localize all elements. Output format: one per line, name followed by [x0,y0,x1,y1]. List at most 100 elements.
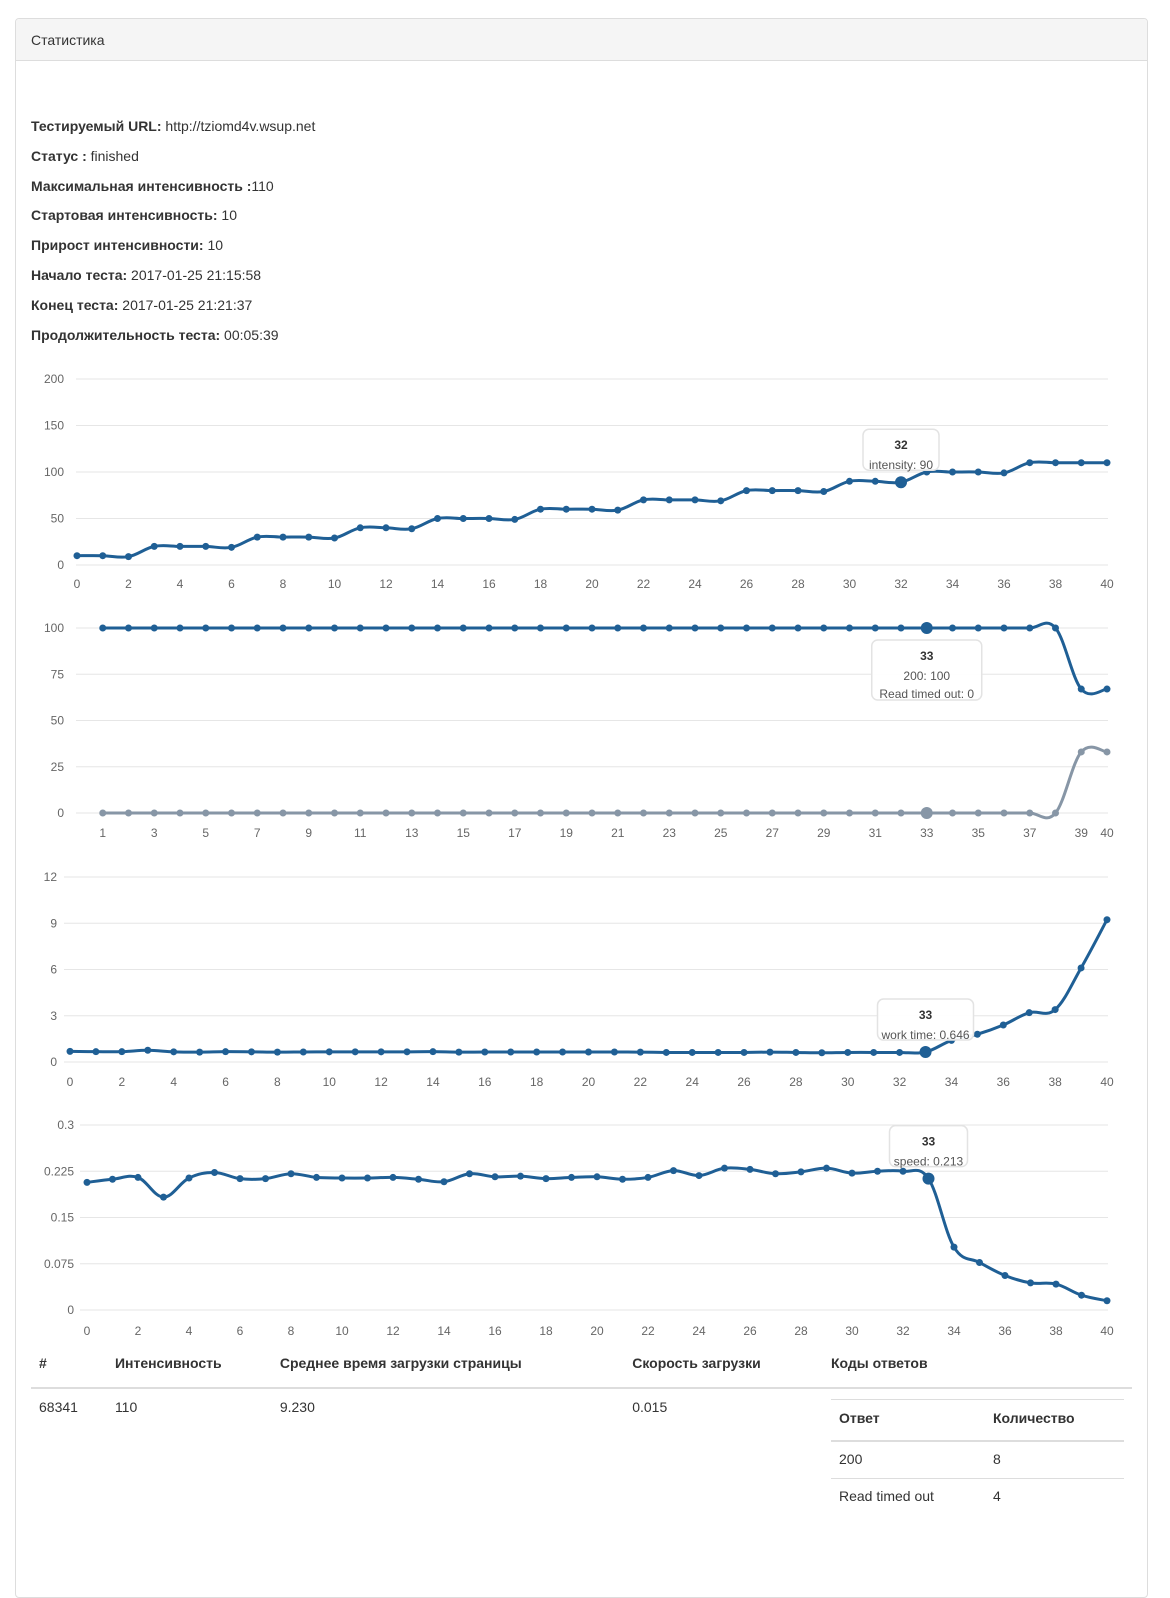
data-point [364,1174,371,1182]
data-point [279,624,287,632]
codes-header-count: Количество [985,1399,1124,1442]
x-tick-label: 32 [896,1324,910,1338]
x-tick-label: 21 [611,826,625,840]
data-point [848,1169,856,1177]
info-value: 110 [251,177,274,194]
data-point [717,497,725,505]
codes-count: 4 [985,1478,1124,1515]
data-point [134,1173,142,1181]
tooltip-box [871,639,983,701]
x-tick-label: 28 [791,577,805,591]
data-point [999,1021,1007,1029]
data-point [66,1047,74,1055]
data-point [382,624,390,632]
data-point [125,809,132,817]
codes-header-answer: Ответ [831,1399,985,1442]
data-point [1026,809,1034,817]
data-point [920,807,933,819]
col-header-id: # [31,1355,107,1389]
data-point [73,552,81,560]
data-point [236,1175,244,1183]
data-point [688,1048,696,1056]
data-point [125,553,132,561]
data-point [542,1175,550,1183]
data-point [797,1168,805,1176]
x-tick-label: 22 [641,1324,655,1338]
x-tick-label: 9 [305,826,312,840]
codes-row: 200 8 [831,1440,1124,1479]
x-tick-label: 8 [288,1324,295,1338]
data-point [99,809,107,817]
x-tick-label: 28 [794,1324,808,1338]
data-point [721,1164,728,1172]
x-tick-label: 26 [743,1324,757,1338]
data-point [403,1048,411,1056]
x-tick-label: 6 [237,1324,244,1338]
tooltip: 33 200: 100 Read timed out: 0 [871,639,983,701]
info-label: Прирост интенсивности: [31,237,204,254]
x-tick-label: 28 [789,1075,803,1089]
x-tick-label: 22 [634,1075,648,1089]
data-point [1103,459,1111,467]
data-point [1052,809,1059,817]
data-point [614,809,622,817]
data-point [331,534,338,542]
data-point [871,809,879,817]
y-tick-label: 12 [44,870,58,884]
data-point [305,809,313,817]
x-tick-label: 16 [478,1075,492,1089]
info-value: 2017-01-25 21:15:58 [127,266,262,283]
data-point [537,809,544,817]
data-point [562,624,570,632]
x-tick-label: 33 [920,826,934,840]
data-point [768,809,776,817]
data-point [485,809,493,817]
data-point [253,533,261,541]
x-tick-label: 17 [508,826,522,840]
x-tick-label: 20 [585,577,599,591]
y-tick-label: 9 [50,916,57,930]
data-point [429,1048,437,1056]
codes-header-row: Ответ Количество [831,1399,1124,1442]
info-value: 10 [203,237,224,254]
data-point [1052,459,1059,467]
statistics-panel: Статистика [15,18,1148,1598]
data-point [176,542,184,550]
y-tick-label: 3 [50,1009,57,1023]
data-point [768,487,776,495]
info-label: Статус : [31,147,87,164]
data-point [160,1193,167,1201]
data-point [568,1173,575,1181]
y-tick-label: 0 [50,1055,57,1069]
data-point [1078,1291,1085,1299]
x-tick-label: 32 [894,577,908,591]
data-point [211,1168,218,1176]
data-point [279,533,287,541]
data-point [83,1178,91,1186]
test-info: Тестируемый URL: http://tziomd4v.wsup.ne… [31,116,315,354]
data-point [870,1048,878,1056]
info-value: finished [86,147,139,164]
data-point [610,1048,618,1056]
data-point [434,624,441,632]
y-tick-label: 0.225 [44,1164,74,1178]
x-tick-label: 14 [426,1075,440,1089]
x-tick-label: 22 [637,577,651,591]
codes-answer: 200 [831,1440,985,1479]
x-tick-label: 39 [1075,826,1089,840]
info-test-start: Начало теста: 2017-01-25 21:15:58 [31,265,315,295]
x-tick-label: 19 [560,826,574,840]
x-tick-label: 5 [202,826,209,840]
data-point [537,624,544,632]
data-point [1103,1297,1111,1305]
data-point [768,624,776,632]
data-point [466,1170,473,1178]
tooltip-line: speed: 0.213 [894,1155,964,1169]
data-point [196,1048,204,1056]
x-tick-label: 31 [869,826,883,840]
data-point [351,1048,359,1056]
